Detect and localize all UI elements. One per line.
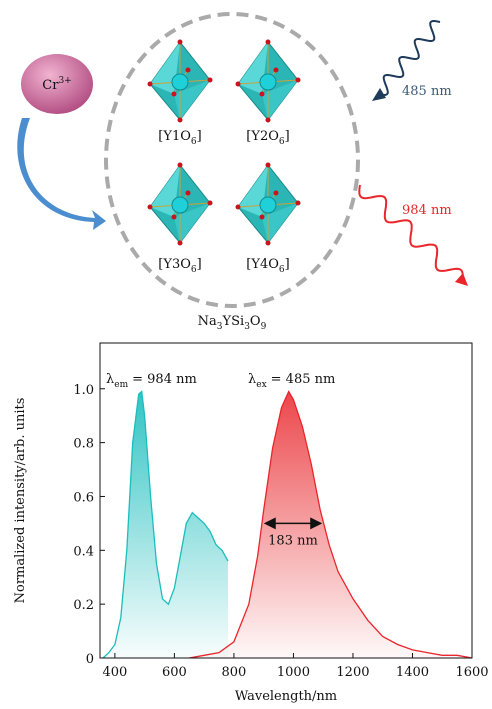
oxygen: [260, 215, 265, 220]
y-tick-label: 0.6: [73, 490, 94, 505]
annotation-text: = 485 nm: [271, 372, 336, 387]
x-tick-label: 1400: [396, 665, 429, 680]
y-tick-label: 0.2: [73, 598, 94, 613]
figure: Cr3+ [Y1O6] [Y2O6] [Y3O6] [Y4O6] Na3YSi3…: [0, 0, 492, 709]
oxygen: [236, 82, 241, 87]
area-fill: [103, 392, 228, 659]
fwhm-label: 183 nm: [268, 533, 318, 548]
oxygen: [178, 118, 183, 123]
x-tick-label: 1200: [336, 665, 369, 680]
emission-label: 984 nm: [402, 203, 452, 218]
yttrium: [172, 197, 188, 213]
oxygen: [148, 82, 153, 87]
oxygen: [266, 241, 271, 246]
chart: 0 0.2 0.4 0.6 0.8 1.0 400 600 800 1000 1200 1400 160…: [13, 343, 489, 704]
oxygen: [208, 78, 213, 83]
site-label: [Y2O6]: [246, 129, 289, 147]
y-tick-label: 0.8: [73, 437, 94, 452]
annotation-sub: ex: [256, 380, 266, 390]
site-label: [Y1O6]: [158, 129, 201, 147]
annotation-sub: em: [114, 380, 128, 390]
transfer-arrow: [17, 118, 106, 230]
area-fill: [189, 392, 472, 659]
y-axis-label: Normalized intensity/arb. units: [13, 398, 28, 604]
annotation: λem = 984 nm: [106, 372, 197, 390]
oxygen: [186, 68, 191, 73]
yttrium: [260, 74, 276, 90]
annotation: λex = 485 nm: [248, 372, 335, 390]
oxygen: [178, 241, 183, 246]
oxygen: [172, 92, 177, 97]
oxygen: [236, 205, 241, 210]
yttrium: [172, 74, 188, 90]
x-tick-label: 1000: [277, 665, 310, 680]
host-label: Na3YSi3O9: [198, 314, 267, 332]
emission-arrowhead: [455, 273, 468, 286]
host-boundary: [106, 14, 358, 306]
site-label: [Y4O6]: [246, 257, 289, 275]
yttrium: [260, 197, 276, 213]
x-axis-label: Wavelength/nm: [235, 689, 337, 704]
oxygen: [178, 163, 183, 168]
oxygen: [148, 205, 153, 210]
oxygen: [274, 68, 279, 73]
oxygen: [296, 78, 301, 83]
excitation-arrowhead: [372, 88, 386, 101]
emission-wave: [359, 185, 462, 282]
excitation-label: 485 nm: [402, 84, 452, 99]
x-tick-label: 600: [162, 665, 187, 680]
oxygen: [296, 201, 301, 206]
x-tick-label: 800: [222, 665, 247, 680]
x-tick-label: 400: [102, 665, 127, 680]
oxygen: [266, 163, 271, 168]
oxygen: [274, 191, 279, 196]
oxygen: [178, 40, 183, 45]
y-tick-label: 0.4: [73, 544, 94, 559]
x-tick-label: 1600: [455, 665, 488, 680]
annotation-text: = 984 nm: [132, 372, 197, 387]
oxygen: [208, 201, 213, 206]
oxygen: [266, 118, 271, 123]
oxygen: [260, 92, 265, 97]
annotation-symbol: λ: [248, 372, 256, 387]
oxygen: [172, 215, 177, 220]
site-label: [Y3O6]: [158, 257, 201, 275]
oxygen: [266, 40, 271, 45]
y-tick-label: 0: [86, 652, 94, 667]
y-tick-label: 1.0: [73, 383, 94, 398]
oxygen: [186, 191, 191, 196]
annotation-symbol: λ: [106, 372, 114, 387]
